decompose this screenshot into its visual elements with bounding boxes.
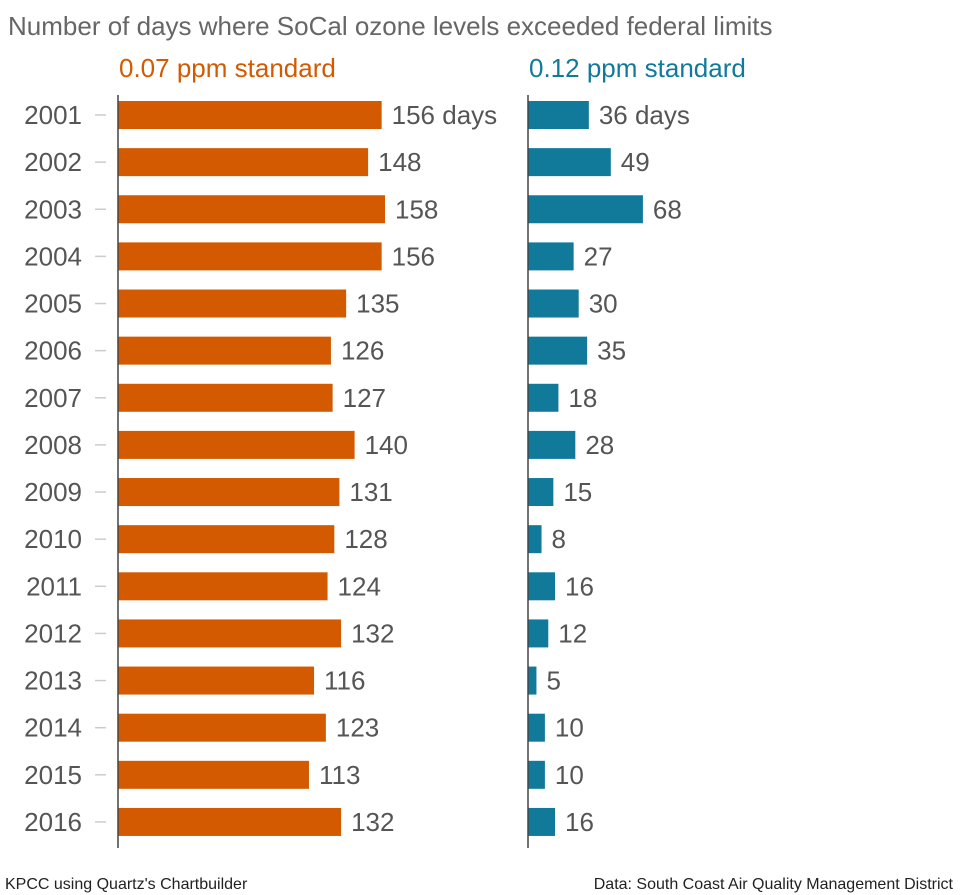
value-label: 127 xyxy=(343,383,386,413)
value-label: 116 xyxy=(324,666,365,696)
year-label: 2010 xyxy=(24,524,82,554)
value-label: 18 xyxy=(568,383,597,413)
value-label: 132 xyxy=(351,618,394,648)
bar-0-07 xyxy=(118,148,369,177)
value-label: 132 xyxy=(351,807,394,837)
bar-0-12 xyxy=(528,289,579,318)
bar-0-12 xyxy=(528,666,537,695)
bar-0-12 xyxy=(528,336,588,365)
value-label: 5 xyxy=(546,666,560,696)
value-label: 10 xyxy=(555,713,584,743)
value-label: 156 xyxy=(392,241,435,271)
bar-0-07 xyxy=(118,289,347,318)
value-label: 156 days xyxy=(392,100,498,130)
bar-0-12 xyxy=(528,430,576,459)
value-label: 10 xyxy=(555,760,584,790)
year-label: 2009 xyxy=(24,477,82,507)
value-label: 128 xyxy=(344,524,387,554)
bar-0-12 xyxy=(528,195,643,224)
bar-0-12 xyxy=(528,148,611,177)
year-label: 2006 xyxy=(24,336,82,366)
value-label: 12 xyxy=(558,618,587,648)
value-label: 8 xyxy=(552,524,566,554)
value-label: 16 xyxy=(565,571,594,601)
year-label: 2007 xyxy=(24,383,82,413)
value-label: 113 xyxy=(319,760,360,790)
chart-title: Number of days where SoCal ozone levels … xyxy=(8,11,773,41)
bar-0-07 xyxy=(118,666,315,695)
bar-0-12 xyxy=(528,713,545,742)
footer-credit: KPCC using Quartz's Chartbuilder xyxy=(5,876,248,893)
year-label: 2011 xyxy=(26,571,82,601)
bar-0-12 xyxy=(528,478,554,507)
bar-0-12 xyxy=(528,572,556,601)
bar-0-07 xyxy=(118,572,328,601)
bar-0-12 xyxy=(528,383,559,412)
footer-source: Data: South Coast Air Quality Management… xyxy=(594,876,954,893)
bar-0-07 xyxy=(118,713,326,742)
bar-0-12 xyxy=(528,760,545,789)
value-label: 158 xyxy=(395,194,438,224)
bar-0-12 xyxy=(528,242,574,271)
bar-0-07 xyxy=(118,336,331,365)
value-label: 123 xyxy=(336,713,379,743)
year-label: 2005 xyxy=(24,289,82,319)
bar-0-12 xyxy=(528,807,556,836)
bar-0-07 xyxy=(118,619,342,648)
year-label: 2012 xyxy=(24,618,82,648)
year-label: 2013 xyxy=(24,666,82,696)
value-label: 135 xyxy=(356,289,399,319)
value-label: 27 xyxy=(584,241,613,271)
bar-0-07 xyxy=(118,807,342,836)
bar-0-07 xyxy=(118,430,355,459)
bar-0-07 xyxy=(118,242,382,271)
value-label: 126 xyxy=(341,336,384,366)
year-label: 2002 xyxy=(24,147,82,177)
bar-0-07 xyxy=(118,383,333,412)
value-label: 140 xyxy=(365,430,408,460)
year-label: 2014 xyxy=(24,713,82,743)
bar-0-07 xyxy=(118,101,382,129)
bar-0-07 xyxy=(118,195,386,224)
panel-title-0-07: 0.07 ppm standard xyxy=(119,53,336,83)
value-label: 124 xyxy=(338,571,381,601)
bar-0-12 xyxy=(528,101,589,129)
value-label: 148 xyxy=(378,147,421,177)
bar-0-07 xyxy=(118,478,340,507)
bar-0-12 xyxy=(528,619,549,648)
year-label: 2001 xyxy=(24,100,82,130)
value-label: 131 xyxy=(349,477,392,507)
value-label: 16 xyxy=(565,807,594,837)
bar-0-12 xyxy=(528,525,542,554)
value-label: 15 xyxy=(563,477,592,507)
bar-0-07 xyxy=(118,525,335,554)
value-label: 28 xyxy=(585,430,614,460)
year-label: 2015 xyxy=(24,760,82,790)
value-label: 68 xyxy=(653,194,682,224)
value-label: 36 days xyxy=(599,100,690,130)
year-label: 2004 xyxy=(24,241,82,271)
value-label: 49 xyxy=(621,147,650,177)
value-label: 30 xyxy=(589,289,618,319)
panel-title-0-12: 0.12 ppm standard xyxy=(529,53,746,83)
year-label: 2003 xyxy=(24,194,82,224)
year-label: 2008 xyxy=(24,430,82,460)
bar-0-07 xyxy=(118,760,309,789)
value-label: 35 xyxy=(597,336,626,366)
year-label: 2016 xyxy=(24,807,82,837)
